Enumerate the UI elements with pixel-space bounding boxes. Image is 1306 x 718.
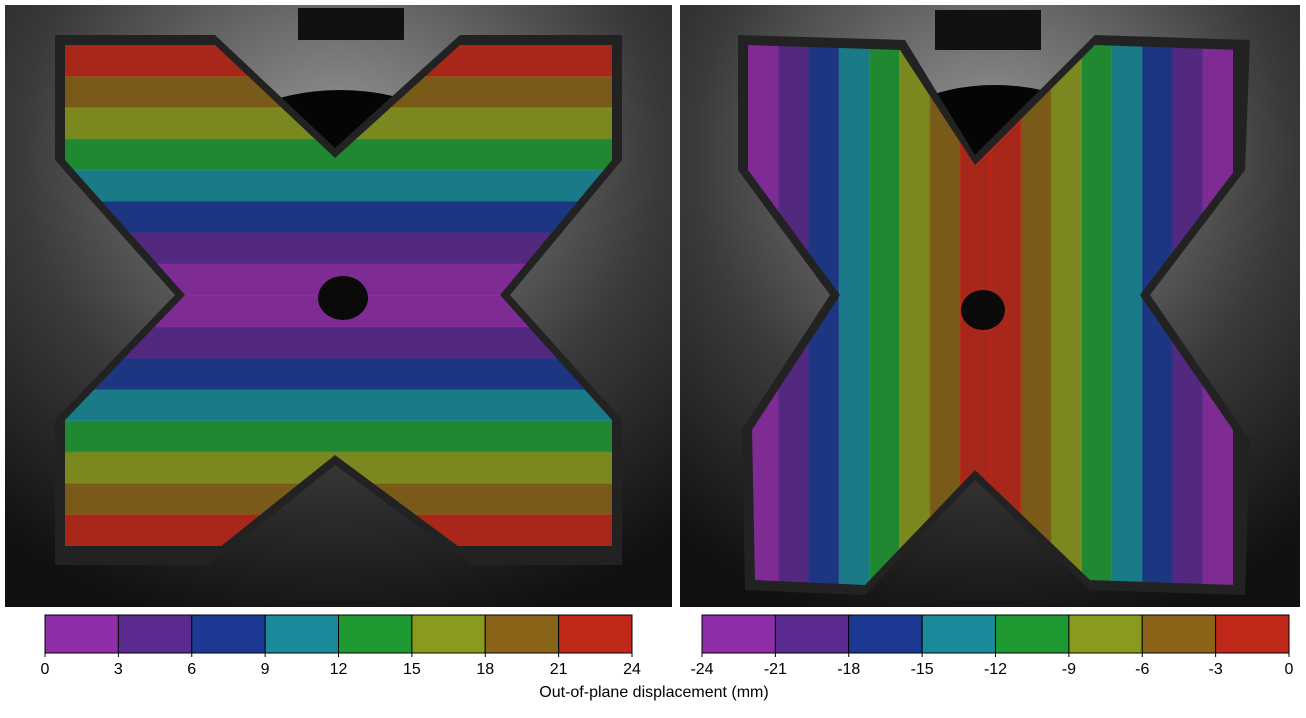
tick-label: 21 — [550, 661, 568, 678]
contour-band — [60, 170, 620, 202]
tick-label: -24 — [690, 661, 713, 678]
tick-label: 24 — [623, 661, 641, 678]
contour-band — [839, 40, 870, 600]
contour-band — [60, 389, 620, 421]
contour-band — [1020, 40, 1051, 600]
tick-label: 0 — [1285, 661, 1294, 678]
tick-label: -15 — [911, 661, 934, 678]
figure: Out-of-plane displacement (mm) 0 3 6 9 12 15 1… — [0, 0, 1306, 713]
tick-label: 9 — [261, 661, 270, 678]
colorbar-segment — [996, 615, 1069, 653]
tick-label: 0 — [41, 661, 50, 678]
tick-label: -3 — [1209, 661, 1223, 678]
tick-label: 18 — [476, 661, 494, 678]
contour-band — [60, 358, 620, 390]
tick-label: -18 — [837, 661, 860, 678]
contour-band — [1051, 40, 1082, 600]
tick-label: -9 — [1062, 661, 1076, 678]
tick-label: -6 — [1135, 661, 1149, 678]
colorbar-segment — [45, 615, 118, 653]
colorbar-segment — [412, 615, 485, 653]
colorbar-segment — [485, 615, 558, 653]
colorbar-segment — [265, 615, 338, 653]
target — [961, 290, 1005, 330]
colorbar-segment — [702, 615, 775, 653]
colorbar-segment — [192, 615, 265, 653]
target — [318, 276, 368, 320]
contour-band — [60, 420, 620, 452]
contour-band — [899, 40, 930, 600]
colorbar-segment — [1069, 615, 1142, 653]
colorbar-segment — [849, 615, 922, 653]
tick-label: 3 — [114, 661, 123, 678]
tick-label: 6 — [187, 661, 196, 678]
label-plate — [298, 8, 404, 40]
tick-label: -21 — [764, 661, 787, 678]
contour-band — [1081, 40, 1112, 600]
colorbar-segment — [1142, 615, 1215, 653]
label-plate — [935, 10, 1041, 50]
colorbar-segment — [1216, 615, 1289, 653]
contour-band — [869, 40, 900, 600]
contour-band — [60, 201, 620, 233]
axis-label: Out-of-plane displacement (mm) — [539, 684, 768, 701]
colorbar-segment — [118, 615, 191, 653]
colorbar-segment — [775, 615, 848, 653]
colorbar-segment — [339, 615, 412, 653]
contour-band — [1111, 40, 1142, 600]
colorbar-segment — [922, 615, 995, 653]
tick-label: -12 — [984, 661, 1007, 678]
colorbar-segment — [559, 615, 632, 653]
tick-label: 15 — [403, 661, 421, 678]
tick-label: 12 — [330, 661, 348, 678]
